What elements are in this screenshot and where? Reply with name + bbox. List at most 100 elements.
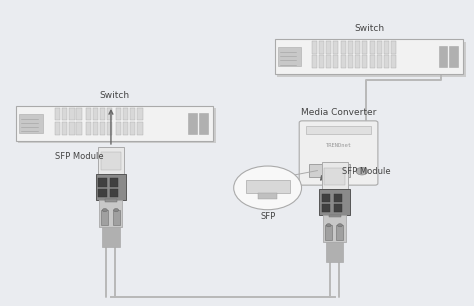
Bar xyxy=(326,41,331,54)
Bar xyxy=(278,47,301,66)
Bar xyxy=(188,113,197,134)
Bar xyxy=(100,122,105,135)
Bar xyxy=(335,164,349,177)
Bar xyxy=(322,204,330,212)
Bar xyxy=(93,108,98,120)
Text: SFP: SFP xyxy=(260,211,275,221)
Bar xyxy=(384,55,389,68)
FancyBboxPatch shape xyxy=(326,242,344,262)
Bar xyxy=(19,114,43,133)
Bar xyxy=(55,122,60,135)
Bar xyxy=(326,55,331,68)
Text: SFP Module: SFP Module xyxy=(342,167,391,176)
Text: Media Converter: Media Converter xyxy=(301,108,376,117)
Bar xyxy=(130,122,136,135)
Bar xyxy=(137,108,143,120)
Bar xyxy=(69,122,74,135)
Bar xyxy=(107,122,112,135)
Bar xyxy=(98,178,107,187)
FancyBboxPatch shape xyxy=(102,227,119,247)
Bar xyxy=(371,55,375,68)
Circle shape xyxy=(356,167,368,175)
Bar xyxy=(391,41,396,54)
Bar xyxy=(362,41,367,54)
Bar xyxy=(199,113,208,134)
Bar xyxy=(101,210,109,225)
Bar xyxy=(76,122,82,135)
FancyBboxPatch shape xyxy=(299,121,378,185)
Bar xyxy=(62,108,67,120)
Bar xyxy=(113,210,119,225)
Bar xyxy=(246,180,290,193)
Bar xyxy=(333,41,337,54)
Bar xyxy=(328,215,341,217)
Bar xyxy=(116,108,121,120)
Bar xyxy=(377,41,382,54)
Bar xyxy=(348,55,353,68)
Bar xyxy=(333,55,337,68)
Bar xyxy=(362,55,367,68)
Text: TRENDnet: TRENDnet xyxy=(326,143,352,148)
Bar xyxy=(116,122,121,135)
Bar xyxy=(137,122,143,135)
Bar xyxy=(123,122,128,135)
Bar xyxy=(109,189,118,197)
Bar xyxy=(325,225,332,240)
Bar xyxy=(312,55,317,68)
Bar xyxy=(130,108,136,120)
FancyBboxPatch shape xyxy=(323,215,346,242)
Bar xyxy=(391,55,396,68)
Bar xyxy=(341,55,346,68)
Bar xyxy=(355,55,360,68)
Bar xyxy=(438,46,447,67)
Bar xyxy=(55,108,60,120)
Bar xyxy=(86,122,91,135)
FancyBboxPatch shape xyxy=(275,39,463,74)
FancyBboxPatch shape xyxy=(277,42,465,76)
Bar xyxy=(449,46,457,67)
Bar xyxy=(100,152,121,170)
Bar xyxy=(98,189,107,197)
Bar xyxy=(258,193,277,199)
Bar xyxy=(319,41,324,54)
Bar xyxy=(86,108,91,120)
Bar xyxy=(341,41,346,54)
Bar xyxy=(319,55,324,68)
Bar xyxy=(306,126,372,134)
Bar xyxy=(62,122,67,135)
Bar xyxy=(348,41,353,54)
Bar xyxy=(334,204,342,212)
Circle shape xyxy=(234,166,301,210)
Text: Switch: Switch xyxy=(100,91,129,100)
Bar xyxy=(123,108,128,120)
Bar xyxy=(337,225,344,240)
Bar xyxy=(93,122,98,135)
Text: Switch: Switch xyxy=(354,24,384,33)
Bar xyxy=(69,108,74,120)
Bar xyxy=(371,41,375,54)
FancyBboxPatch shape xyxy=(98,147,124,174)
FancyBboxPatch shape xyxy=(96,174,126,200)
Bar xyxy=(324,168,345,185)
FancyBboxPatch shape xyxy=(18,108,216,143)
Bar xyxy=(310,164,326,177)
Bar xyxy=(107,108,112,120)
Bar xyxy=(322,193,330,202)
Bar xyxy=(76,108,82,120)
FancyBboxPatch shape xyxy=(99,200,122,227)
Bar xyxy=(100,108,105,120)
Circle shape xyxy=(326,224,331,227)
Bar xyxy=(312,41,317,54)
FancyBboxPatch shape xyxy=(16,106,213,141)
Bar xyxy=(105,200,117,202)
Text: SFP Module: SFP Module xyxy=(55,151,103,161)
FancyBboxPatch shape xyxy=(319,189,350,215)
Bar xyxy=(355,41,360,54)
FancyBboxPatch shape xyxy=(322,162,348,189)
Bar xyxy=(384,41,389,54)
Bar xyxy=(334,193,342,202)
Bar xyxy=(109,178,118,187)
Circle shape xyxy=(114,208,118,212)
Circle shape xyxy=(337,224,342,227)
Bar xyxy=(377,55,382,68)
